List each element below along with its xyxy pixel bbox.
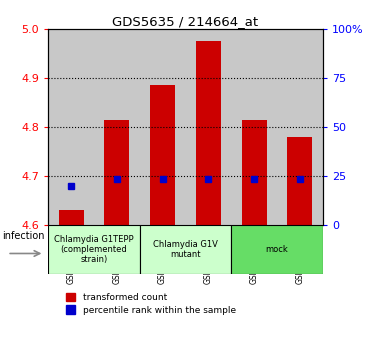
Bar — [196, 41, 221, 225]
Bar — [94, 29, 140, 225]
Bar — [140, 29, 186, 225]
Bar — [242, 120, 267, 225]
Legend: transformed count, percentile rank within the sample: transformed count, percentile rank withi… — [66, 293, 236, 315]
Bar — [186, 29, 231, 225]
Bar — [59, 210, 84, 225]
Bar — [231, 29, 277, 225]
Bar — [231, 225, 323, 274]
Bar — [104, 120, 129, 225]
Bar — [287, 137, 312, 225]
Bar — [140, 225, 231, 274]
Bar — [48, 225, 140, 274]
Bar — [277, 29, 323, 225]
Bar — [48, 29, 94, 225]
Text: infection: infection — [3, 231, 45, 241]
Text: mock: mock — [266, 245, 288, 254]
Bar — [150, 85, 175, 225]
Title: GDS5635 / 214664_at: GDS5635 / 214664_at — [112, 15, 259, 28]
Text: Chlamydia G1V
mutant: Chlamydia G1V mutant — [153, 240, 218, 259]
Text: Chlamydia G1TEPP
(complemented
strain): Chlamydia G1TEPP (complemented strain) — [54, 234, 134, 265]
